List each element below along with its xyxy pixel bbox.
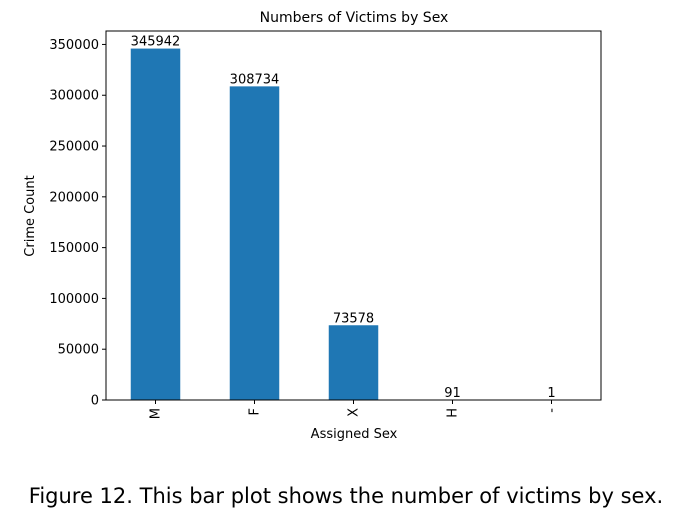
bar-1: [130, 48, 181, 401]
plot-frame: [105, 30, 602, 401]
y-tick-label-1: 0: [91, 394, 99, 409]
data-label-2: 308734: [230, 72, 280, 87]
data-labels-group: 345942 308734 73578 91 1: [131, 35, 556, 401]
y-tick-label-6: 250000: [49, 140, 99, 155]
y-tick-label-7: 300000: [49, 89, 99, 104]
data-label-3: 73578: [333, 311, 374, 326]
chart-title: Numbers of Victims by Sex: [260, 10, 449, 26]
y-tick-label-3: 100000: [49, 292, 99, 307]
y-tick-label-4: 150000: [49, 241, 99, 256]
x-tick-label-4: H: [446, 408, 461, 418]
y-axis: 0 50000 100000 150000 200000 250000 300000 3500…: [49, 38, 106, 409]
x-axis-label: Assigned Sex: [311, 427, 398, 442]
data-label-4: 91: [444, 386, 461, 401]
y-tick-label-2: 50000: [58, 343, 99, 358]
y-tick-label-8: 350000: [49, 38, 99, 53]
figure-caption: Figure 12. This bar plot shows the numbe…: [28, 484, 664, 508]
x-tick-label-1: M: [149, 408, 164, 419]
x-tick-label-3: X: [347, 408, 362, 417]
bar-3: [328, 325, 379, 400]
bar-chart: Numbers of Victims by Sex 345942 308734 73…: [23, 10, 602, 442]
data-label-5: 1: [547, 386, 555, 401]
x-tick-label-5: -: [545, 408, 560, 413]
bars-group: [130, 48, 577, 401]
y-tick-label-5: 200000: [49, 190, 99, 205]
y-axis-label: Crime Count: [23, 175, 38, 256]
x-tick-label-2: F: [248, 408, 263, 415]
data-label-1: 345942: [131, 35, 181, 50]
bar-2: [229, 86, 280, 401]
